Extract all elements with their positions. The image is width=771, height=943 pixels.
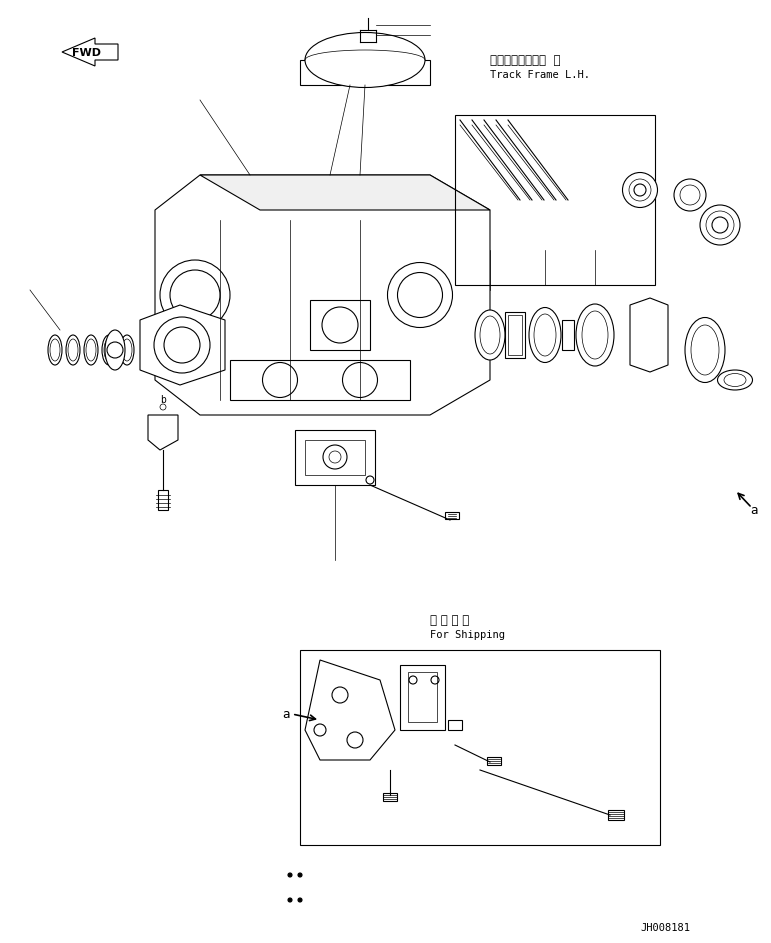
Polygon shape: [200, 175, 490, 210]
Bar: [300, 650, 660, 845]
Bar: [505, 312, 525, 358]
Ellipse shape: [576, 304, 614, 366]
Text: For Shipping: For Shipping: [430, 630, 505, 640]
Text: トラックフレーム  左: トラックフレーム 左: [490, 54, 561, 67]
Circle shape: [298, 898, 302, 902]
Text: 連 携 部 品: 連 携 部 品: [430, 614, 470, 626]
Text: b: b: [160, 395, 166, 405]
Text: FWD: FWD: [72, 48, 101, 58]
Polygon shape: [305, 660, 395, 760]
Text: a: a: [750, 504, 757, 517]
Text: JH008181: JH008181: [640, 923, 690, 933]
Polygon shape: [155, 175, 490, 415]
Bar: [445, 512, 459, 519]
Ellipse shape: [529, 307, 561, 362]
Polygon shape: [62, 38, 118, 66]
Bar: [608, 810, 624, 820]
Bar: [562, 320, 574, 350]
Ellipse shape: [475, 310, 505, 360]
Polygon shape: [148, 415, 178, 450]
Polygon shape: [140, 305, 225, 385]
Bar: [383, 793, 397, 801]
Bar: [408, 672, 437, 722]
Ellipse shape: [685, 318, 725, 383]
Bar: [508, 315, 522, 355]
Bar: [455, 115, 655, 285]
Ellipse shape: [105, 330, 125, 370]
Text: a: a: [282, 708, 290, 721]
Bar: [230, 360, 410, 400]
Bar: [400, 665, 445, 730]
Bar: [158, 490, 168, 510]
Bar: [300, 60, 430, 85]
Ellipse shape: [305, 32, 425, 88]
Circle shape: [288, 898, 292, 902]
Bar: [448, 720, 462, 730]
Polygon shape: [630, 298, 668, 372]
Ellipse shape: [622, 173, 658, 207]
Bar: [487, 757, 501, 765]
Bar: [305, 440, 365, 475]
Ellipse shape: [718, 370, 752, 390]
Circle shape: [298, 873, 302, 877]
Text: Track Frame L.H.: Track Frame L.H.: [490, 70, 590, 80]
Bar: [295, 430, 375, 485]
Ellipse shape: [700, 205, 740, 245]
Bar: [310, 300, 370, 350]
Circle shape: [288, 873, 292, 877]
Ellipse shape: [674, 179, 706, 211]
